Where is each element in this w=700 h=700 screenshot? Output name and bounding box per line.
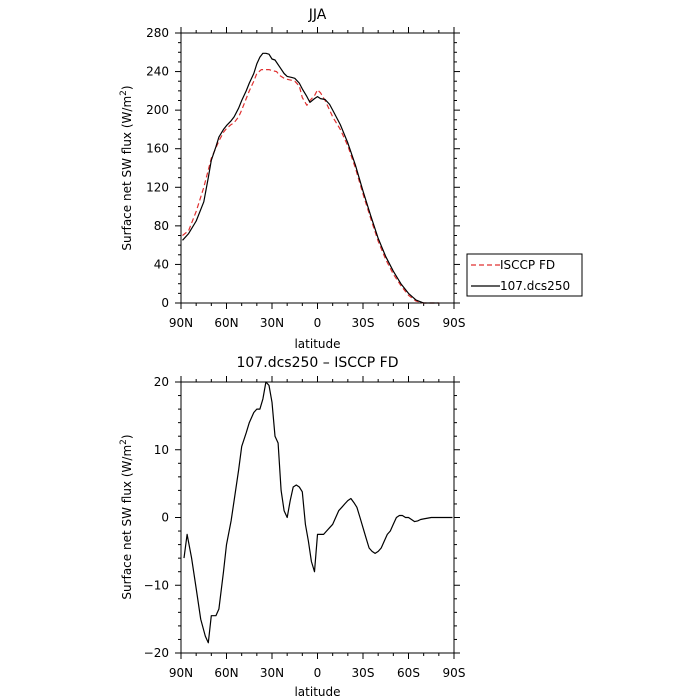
- bottom-x-tick-label: 0: [314, 666, 322, 680]
- bottom-y-axis-label-sup: 2: [119, 439, 129, 445]
- top-y-tick-label: 40: [154, 257, 169, 271]
- top-y-tick-label: 280: [146, 26, 169, 40]
- bottom-plot-frame: [180, 381, 455, 654]
- bottom-x-tick-label: 60N: [214, 666, 238, 680]
- top-y-tick-label: 160: [146, 142, 169, 156]
- top-y-axis-label-sup: 2: [119, 90, 129, 96]
- bottom-y-tick-label: −20: [144, 646, 169, 660]
- bottom-y-tick-label: −10: [144, 578, 169, 592]
- bottom-series: [183, 381, 453, 644]
- bottom-y-axis-label-main: Surface net SW flux (W/m: [120, 445, 134, 600]
- bottom-x-tick-label: 30S: [352, 666, 375, 680]
- top-series-line-1: [182, 52, 439, 304]
- top-x-tick-label: 30N: [260, 316, 284, 330]
- top-x-tick-label: 0: [314, 316, 322, 330]
- top-y-tick-label: 240: [146, 65, 169, 79]
- bottom-y-axis-label: Surface net SW flux (W/m2): [119, 434, 134, 599]
- top-x-tick-label: 60N: [214, 316, 238, 330]
- top-y-tick-label: 80: [154, 219, 169, 233]
- bottom-x-axis-label: latitude: [294, 685, 340, 699]
- bottom-x-tick-label: 30N: [260, 666, 284, 680]
- top-x-tick-label: 90N: [169, 316, 193, 330]
- bottom-x-tick-label: 90S: [443, 666, 466, 680]
- top-series-line-0: [182, 68, 439, 304]
- top-y-axis-label-close: ): [120, 85, 134, 90]
- bottom-ticks: 90N 60N 30N 0 30S 60S 90S −20 −10 0 10 20: [144, 375, 466, 680]
- top-series: [182, 52, 439, 304]
- bottom-y-tick-label: 20: [154, 375, 169, 389]
- legend-label-model: 107.dcs250: [500, 279, 570, 293]
- legend-box: [466, 253, 583, 297]
- top-x-tick-label: 30S: [352, 316, 375, 330]
- top-y-axis-label: Surface net SW flux (W/m2): [119, 85, 134, 250]
- bottom-x-tick-label: 90N: [169, 666, 193, 680]
- bottom-y-axis-label-close: ): [120, 434, 134, 439]
- top-y-tick-label: 120: [146, 180, 169, 194]
- bottom-panel: 107.dcs250 – ISCCP FD latitude Surface n…: [119, 355, 465, 699]
- legend: ISCCP FD 107.dcs250: [466, 253, 583, 297]
- bottom-chart-title: 107.dcs250 – ISCCP FD: [237, 355, 399, 371]
- top-y-axis-label-main: Surface net SW flux (W/m: [120, 96, 134, 251]
- legend-label-isccp: ISCCP FD: [500, 258, 555, 272]
- top-x-axis-label: latitude: [294, 337, 340, 351]
- top-plot-frame: [180, 32, 455, 304]
- bottom-y-tick-label: 0: [161, 511, 169, 525]
- bottom-x-tick-label: 60S: [397, 666, 420, 680]
- top-ticks: 90N 60N 30N 0 30S 60S 90S 0 40 80 120 160 200 240 280: [146, 26, 465, 330]
- top-x-tick-label: 60S: [397, 316, 420, 330]
- bottom-series-line-0: [183, 381, 453, 644]
- top-chart-title: JJA: [308, 7, 327, 23]
- top-y-tick-label: 200: [146, 103, 169, 117]
- top-x-tick-label: 90S: [443, 316, 466, 330]
- top-panel: JJA latitude Surface net SW flux (W/m2) …: [119, 7, 583, 351]
- bottom-y-tick-label: 10: [154, 443, 169, 457]
- top-y-tick-label: 0: [161, 296, 169, 310]
